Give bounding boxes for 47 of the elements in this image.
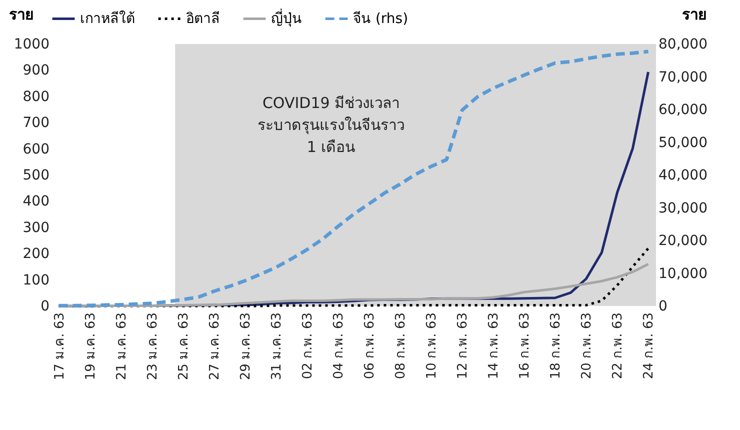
y2-tick-label: 60,000 — [658, 102, 708, 118]
x-tick-label: 19 ม.ค. 63 — [83, 312, 98, 380]
x-tick-label: 31 ม.ค. 63 — [269, 312, 284, 380]
y-tick-label: 800 — [22, 88, 50, 105]
y2-tick-label: 50,000 — [658, 134, 708, 151]
y-tick-label: 300 — [22, 220, 50, 236]
x-tick-label: 25 ม.ค. 63 — [176, 312, 192, 380]
y-tick-label: 900 — [22, 62, 50, 79]
x-tick-label: 17 ม.ค. 63 — [52, 312, 68, 380]
legend-label: จีน (rhs) — [353, 10, 408, 27]
y-tick-label: 600 — [22, 141, 50, 158]
y2-tick-label: 40,000 — [658, 168, 708, 184]
x-tick-label: 18 ก.พ. 63 — [548, 312, 564, 380]
x-tick-label: 29 ม.ค. 63 — [238, 312, 254, 380]
x-tick-label: 22 ก.พ. 63 — [610, 312, 626, 380]
x-tick-label: 23 ม.ค. 63 — [145, 312, 160, 380]
x-tick-label: 20 ก.พ. 63 — [580, 312, 595, 380]
y2-tick-label: 80,000 — [658, 36, 708, 52]
x-tick-label: 27 ม.ค. 63 — [207, 312, 222, 380]
y2-tick-label: 0 — [658, 298, 668, 314]
y-tick-label: 500 — [22, 168, 50, 184]
y-tick-label: 400 — [22, 194, 50, 210]
x-tick-label: 16 ก.พ. 63 — [518, 312, 533, 380]
x-tick-label: 14 ก.พ. 63 — [486, 312, 502, 380]
legend-label: อิตาลี — [186, 10, 220, 27]
annotation: COVID19 มีช่วงเวลา ระบาดรุนแรงในจีนราว 1 เดือน — [258, 94, 404, 156]
y-tick-label: 1000 — [14, 36, 50, 52]
x-tick-label: 12 ก.พ. 63 — [456, 312, 471, 380]
x-tick-label: 21 ม.ค. 63 — [114, 312, 130, 380]
legend-label: เกาหลีใต้ — [80, 10, 135, 27]
x-tick-label: 06 ก.พ. 63 — [362, 312, 378, 380]
y2-tick-label: 20,000 — [658, 233, 708, 249]
x-tick-label: 08 ก.พ. 63 — [394, 312, 409, 380]
legend-label: ญี่ปุ่น — [271, 8, 302, 27]
x-tick-label: 02 ก.พ. 63 — [300, 312, 316, 380]
x-tick-label: 24 ก.พ. 63 — [642, 312, 657, 380]
y-tick-label: 0 — [40, 298, 50, 314]
y-axis-title: ราย — [9, 6, 34, 24]
y2-axis-title: ราย — [682, 6, 707, 24]
y-tick-label: 100 — [22, 272, 50, 288]
x-tick-label: 04 ก.พ. 63 — [331, 312, 346, 380]
y-tick-label: 700 — [22, 115, 50, 132]
y-tick-label: 200 — [22, 246, 50, 262]
y2-tick-label: 10,000 — [658, 266, 708, 282]
y2-tick-label: 30,000 — [658, 200, 708, 216]
y2-tick-label: 70,000 — [658, 69, 708, 86]
x-tick-label: 10 ก.พ. 63 — [424, 312, 440, 380]
